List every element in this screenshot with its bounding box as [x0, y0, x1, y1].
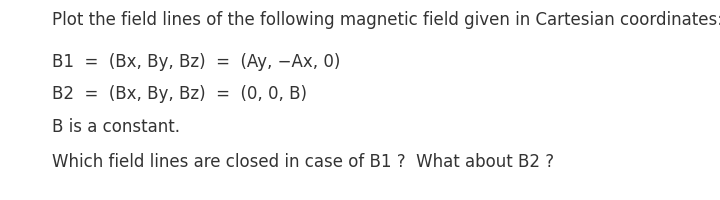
- Text: Which field lines are closed in case of B1 ?  What about B2 ?: Which field lines are closed in case of …: [52, 152, 554, 170]
- Text: B2  =  (Bx, By, Bz)  =  (0, 0, B): B2 = (Bx, By, Bz) = (0, 0, B): [52, 85, 307, 102]
- Text: Plot the field lines of the following magnetic field given in Cartesian coordina: Plot the field lines of the following ma…: [52, 11, 720, 29]
- Text: B1  =  (Bx, By, Bz)  =  (Ay, −Ax, 0): B1 = (Bx, By, Bz) = (Ay, −Ax, 0): [52, 53, 341, 71]
- Text: B is a constant.: B is a constant.: [52, 117, 180, 135]
